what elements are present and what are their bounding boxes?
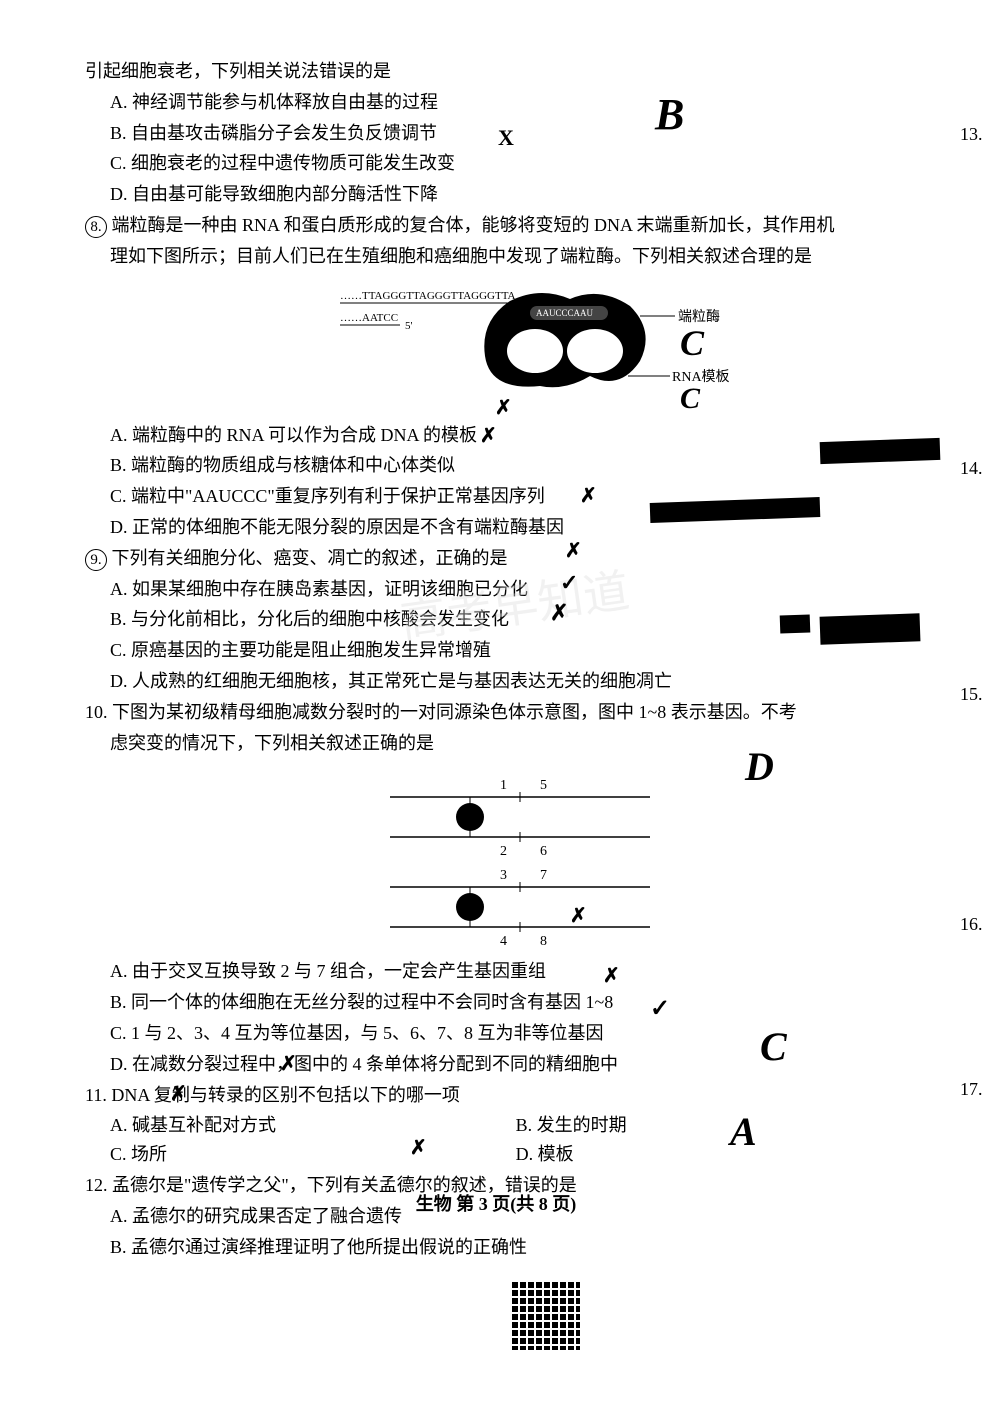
q11-option-b: B. 发生的时期 <box>516 1111 922 1140</box>
q9-option-a: A. 如果某细胞中存在胰岛素基因，证明该细胞已分化 <box>110 575 955 604</box>
q10-line2: 虑突变的情况下，下列相关叙述正确的是 <box>110 729 955 758</box>
telomerase-diagram: ……TTAGGGTTAGGGTTAGGGTTA ……AATCC 5' AAUCC… <box>310 281 730 411</box>
q10-option-a: A. 由于交叉互换导致 2 与 7 组合，一定会产生基因重组 <box>110 957 955 986</box>
hw-answer-b: B <box>655 80 684 150</box>
q11-row2: C. 场所 D. 模板 <box>110 1140 955 1169</box>
q7-option-a: A. 神经调节能参与机体释放自由基的过程 <box>110 88 955 117</box>
hw-answer-d: D <box>745 735 774 799</box>
hw-x-q11a: ✗ <box>280 1048 297 1080</box>
hw-x-q10a: ✗ <box>570 900 587 932</box>
q7-stem: 引起细胞衰老，下列相关说法错误的是 <box>85 57 955 86</box>
svg-text:3: 3 <box>500 868 507 883</box>
scribble-3b <box>780 614 811 633</box>
dna-seq-label: ……TTAGGGTTAGGGTTAGGGTTA <box>340 290 516 302</box>
margin-num-14: 14. <box>960 454 983 483</box>
q7-option-b: B. 自由基攻击磷脂分子会发生负反馈调节 <box>110 119 955 148</box>
svg-text:6: 6 <box>540 844 547 859</box>
q10-option-d: D. 在减数分裂过程中，图中的 4 条单体将分配到不同的精细胞中 <box>110 1050 955 1079</box>
q11-row1: A. 碱基互补配对方式 B. 发生的时期 <box>110 1111 955 1140</box>
svg-text:5: 5 <box>540 778 547 793</box>
q7-option-d: D. 自由基可能导致细胞内部分酶活性下降 <box>110 180 955 209</box>
q9-stem-text: 下列有关细胞分化、癌变、凋亡的叙述，正确的是 <box>112 548 508 568</box>
q9-number: 9. <box>85 549 107 571</box>
svg-text:7: 7 <box>540 868 547 883</box>
svg-text:2: 2 <box>500 844 507 859</box>
q11-option-d: D. 模板 <box>516 1140 922 1169</box>
q12-option-b: B. 孟德尔通过演绎推理证明了他所提出假说的正确性 <box>110 1233 955 1262</box>
q10-stem1-text: 下图为某初级精母细胞减数分裂时的一对同源染色体示意图，图中 1~8 表示基因。不… <box>112 702 797 722</box>
q11-option-a: A. 碱基互补配对方式 <box>110 1111 516 1140</box>
hw-x-q8b: ✗ <box>480 420 497 452</box>
q11-stem-text: DNA 复制与转录的区别不包括以下的哪一项 <box>111 1085 460 1105</box>
rna-seq-label: AAUCCCAAU <box>536 308 594 318</box>
margin-num-15: 15. <box>960 680 983 709</box>
hw-x-q12a: ✗ <box>410 1132 427 1164</box>
scribble-3 <box>820 613 921 644</box>
hw-x-q8a: ✗ <box>495 392 512 424</box>
svg-text:4: 4 <box>500 934 507 947</box>
q8-option-c: C. 端粒中"AAUCCC"重复序列有利于保护正常基因序列 <box>110 482 955 511</box>
hw-answer-c1: C <box>680 315 704 373</box>
chromatid-diagram: 1 5 2 6 3 7 4 8 <box>370 767 670 947</box>
hw-x-q9a: ✗ <box>565 535 582 567</box>
hw-x-q10c: ✗ <box>603 960 620 992</box>
hw-x-q9c: ✗ <box>550 595 568 630</box>
q10-option-c: C. 1 与 2、3、4 互为等位基因，与 5、6、7、8 互为非等位基因 <box>110 1019 955 1048</box>
margin-num-17: 17. <box>960 1075 983 1104</box>
q8-option-d: D. 正常的体细胞不能无限分裂的原因是不含有端粒酶基因 <box>110 513 955 542</box>
q8-number: 8. <box>85 216 107 238</box>
q10-line1: 10. 下图为某初级精母细胞减数分裂时的一对同源染色体示意图，图中 1~8 表示… <box>85 698 955 727</box>
primer-seq-label: ……AATCC <box>340 312 398 324</box>
hw-x-q11c: ✗ <box>170 1078 187 1110</box>
hw-answer-c-q11: C <box>760 1015 787 1079</box>
five-prime-label: 5' <box>405 320 413 332</box>
scribble-1 <box>820 438 941 464</box>
q9-option-d: D. 人成熟的红细胞无细胞核，其正常死亡是与基因表达无关的细胞凋亡 <box>110 667 955 696</box>
q8-stem1-text: 端粒酶是一种由 RNA 和蛋白质形成的复合体，能够将变短的 DNA 末端重新加长… <box>112 215 835 235</box>
hw-check-q10d: ✓ <box>650 990 670 1028</box>
svg-text:1: 1 <box>500 778 507 793</box>
q11-number: 11. <box>85 1085 107 1105</box>
qr-code-icon <box>510 1280 580 1350</box>
q10-number: 10. <box>85 702 108 722</box>
q9-line: 9. 下列有关细胞分化、癌变、凋亡的叙述，正确的是 <box>85 544 955 573</box>
q8-stem-line2: 理如下图所示；目前人们已在生殖细胞和癌细胞中发现了端粒酶。下列相关叙述合理的是 <box>110 242 955 271</box>
q10-option-b: B. 同一个体的体细胞在无丝分裂的过程中不会同时含有基因 1~8 <box>110 988 955 1017</box>
hw-answer-c2: C <box>680 375 700 423</box>
margin-num-16: 16. <box>960 910 983 939</box>
q11-option-c: C. 场所 <box>110 1140 516 1169</box>
hw-x-q8d: ✗ <box>580 480 597 512</box>
hw-x-q7b: X <box>498 120 514 155</box>
q8-stem-line1: 8. 端粒酶是一种由 RNA 和蛋白质形成的复合体，能够将变短的 DNA 末端重… <box>85 211 955 240</box>
q7-option-c: C. 细胞衰老的过程中遗传物质可能发生改变 <box>110 149 955 178</box>
page-footer: 生物 第 3 页(共 8 页) <box>0 1190 992 1219</box>
exam-page-content: 引起细胞衰老，下列相关说法错误的是 A. 神经调节能参与机体释放自由基的过程 B… <box>85 55 955 1263</box>
margin-num-13: 13. <box>960 120 983 149</box>
q11-line: 11. DNA 复制与转录的区别不包括以下的哪一项 <box>85 1081 955 1110</box>
svg-text:8: 8 <box>540 934 547 947</box>
hw-answer-a-q12: A <box>730 1100 757 1164</box>
